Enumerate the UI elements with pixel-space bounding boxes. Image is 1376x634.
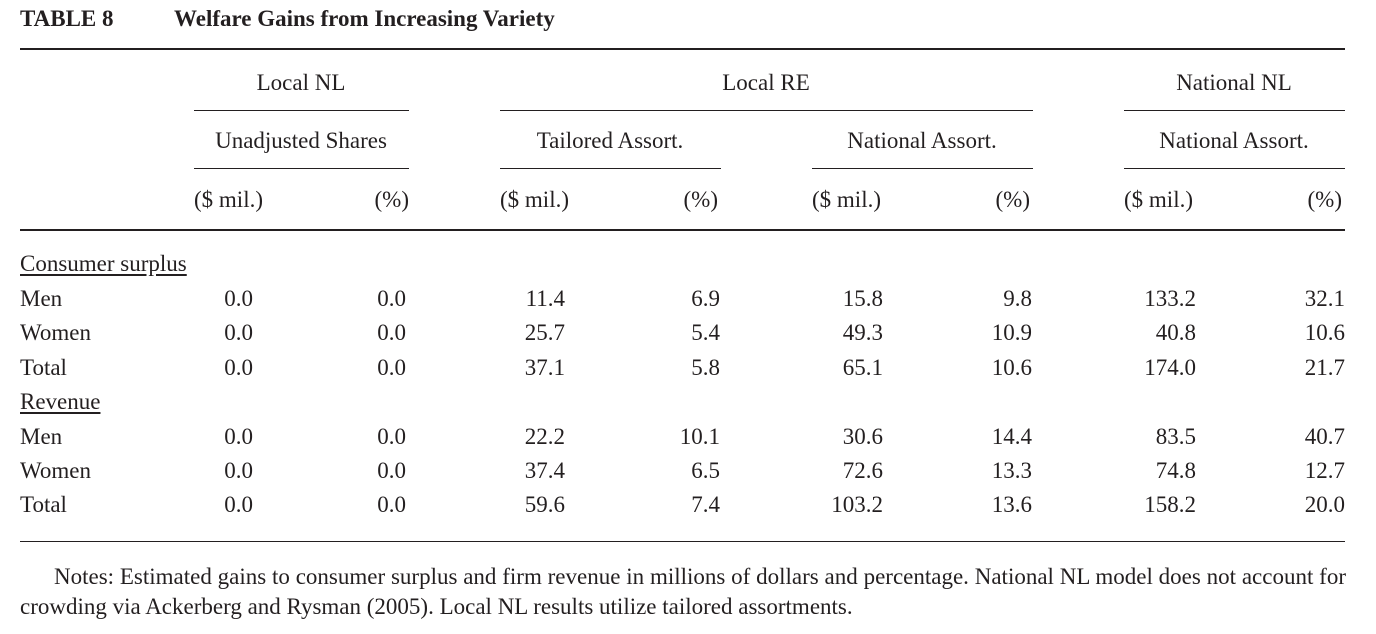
table-cell: 37.4: [524, 458, 565, 483]
table-cell: 6.9: [691, 286, 720, 311]
row-label: Total: [20, 355, 67, 380]
table-cell: 11.4: [525, 286, 565, 311]
unit-header: (%): [995, 187, 1030, 212]
table-number: TABLE 8: [20, 6, 114, 31]
unit-header: (%): [374, 187, 409, 212]
table-cell: 12.7: [1304, 458, 1345, 483]
top-rule: [20, 48, 1345, 50]
section-heading-revenue: Revenue: [20, 389, 101, 414]
header-bottom-rule: [20, 229, 1345, 231]
table-cell: 174.0: [1144, 355, 1196, 380]
unit-header: ($ mil.): [1124, 187, 1193, 212]
table-cell: 0.0: [224, 286, 253, 311]
table-cell: 0.0: [224, 320, 253, 345]
table-cell: 10.6: [991, 355, 1032, 380]
table-cell: 22.2: [524, 424, 565, 449]
row-label: Women: [20, 320, 91, 345]
table-cell: 25.7: [524, 320, 565, 345]
subgroup-tailored-assort: Tailored Assort.: [536, 128, 684, 153]
table-cell: 0.0: [377, 492, 406, 517]
table-cell: 83.5: [1155, 424, 1196, 449]
table-cell: 9.8: [1003, 286, 1032, 311]
table-cell: 103.2: [831, 492, 883, 517]
table-cell: 0.0: [224, 424, 253, 449]
table-cell: 0.0: [224, 355, 253, 380]
table-title: TABLE 8 Welfare Gains from Increasing Var…: [20, 6, 555, 32]
table-cell: 72.6: [842, 458, 883, 483]
table-cell: 15.8: [842, 286, 883, 311]
unit-header: (%): [1307, 187, 1342, 212]
table-cell: 13.3: [991, 458, 1032, 483]
table-cell: 0.0: [377, 458, 406, 483]
row-label: Women: [20, 458, 91, 483]
subgroup-rule-3: [812, 168, 1033, 169]
table-cell: 21.7: [1304, 355, 1345, 380]
subgroup-rule-2: [500, 168, 721, 169]
table-cell: 40.8: [1155, 320, 1196, 345]
subgroup-rule-4: [1124, 168, 1345, 169]
table-cell: 158.2: [1144, 492, 1196, 517]
bottom-rule: [20, 541, 1345, 542]
group-rule-national-nl: [1124, 110, 1345, 111]
unit-header: ($ mil.): [194, 187, 263, 212]
table-cell: 0.0: [224, 492, 253, 517]
notes-text: Notes: Estimated gains to consumer surpl…: [20, 564, 1346, 619]
table-cell: 0.0: [377, 286, 406, 311]
unit-header: ($ mil.): [812, 187, 881, 212]
table-cell: 49.3: [842, 320, 883, 345]
unit-header: ($ mil.): [500, 187, 569, 212]
group-local-re: Local RE: [722, 70, 810, 95]
table-cell: 20.0: [1304, 492, 1345, 517]
table-cell: 59.6: [524, 492, 565, 517]
table-cell: 6.5: [691, 458, 720, 483]
table-caption: Welfare Gains from Increasing Variety: [174, 6, 555, 31]
section-heading-consumer-surplus: Consumer surplus: [20, 251, 187, 276]
group-national-nl: National NL: [1176, 70, 1292, 95]
table-cell: 30.6: [842, 424, 883, 449]
subgroup-national-assort-re: National Assort.: [847, 128, 997, 153]
table-cell: 133.2: [1144, 286, 1196, 311]
group-local-nl: Local NL: [256, 70, 346, 95]
group-rule-local-re: [500, 110, 1033, 111]
row-label: Men: [20, 424, 63, 449]
table-cell: 0.0: [377, 355, 406, 380]
subgroup-unadjusted-shares: Unadjusted Shares: [215, 128, 387, 153]
table-cell: 32.1: [1304, 286, 1345, 311]
table-cell: 74.8: [1155, 458, 1196, 483]
table-cell: 14.4: [991, 424, 1032, 449]
table-cell: 65.1: [842, 355, 883, 380]
table-cell: 10.6: [1304, 320, 1345, 345]
unit-header: (%): [683, 187, 718, 212]
table-cell: 13.6: [991, 492, 1032, 517]
table-cell: 5.4: [691, 320, 720, 345]
table-cell: 10.1: [679, 424, 720, 449]
table-cell: 5.8: [691, 355, 720, 380]
row-label: Total: [20, 492, 67, 517]
table-cell: 7.4: [691, 492, 720, 517]
table-cell: 10.9: [991, 320, 1032, 345]
table-cell: 0.0: [377, 424, 406, 449]
row-label: Men: [20, 286, 63, 311]
table-cell: 0.0: [377, 320, 406, 345]
table-cell: 37.1: [524, 355, 565, 380]
table-cell: 0.0: [224, 458, 253, 483]
group-rule-local-nl: [194, 110, 409, 111]
subgroup-national-assort-nl: National Assort.: [1159, 128, 1309, 153]
table-notes: Notes: Estimated gains to consumer surpl…: [20, 562, 1346, 622]
subgroup-rule-1: [194, 168, 409, 169]
table-cell: 40.7: [1304, 424, 1345, 449]
